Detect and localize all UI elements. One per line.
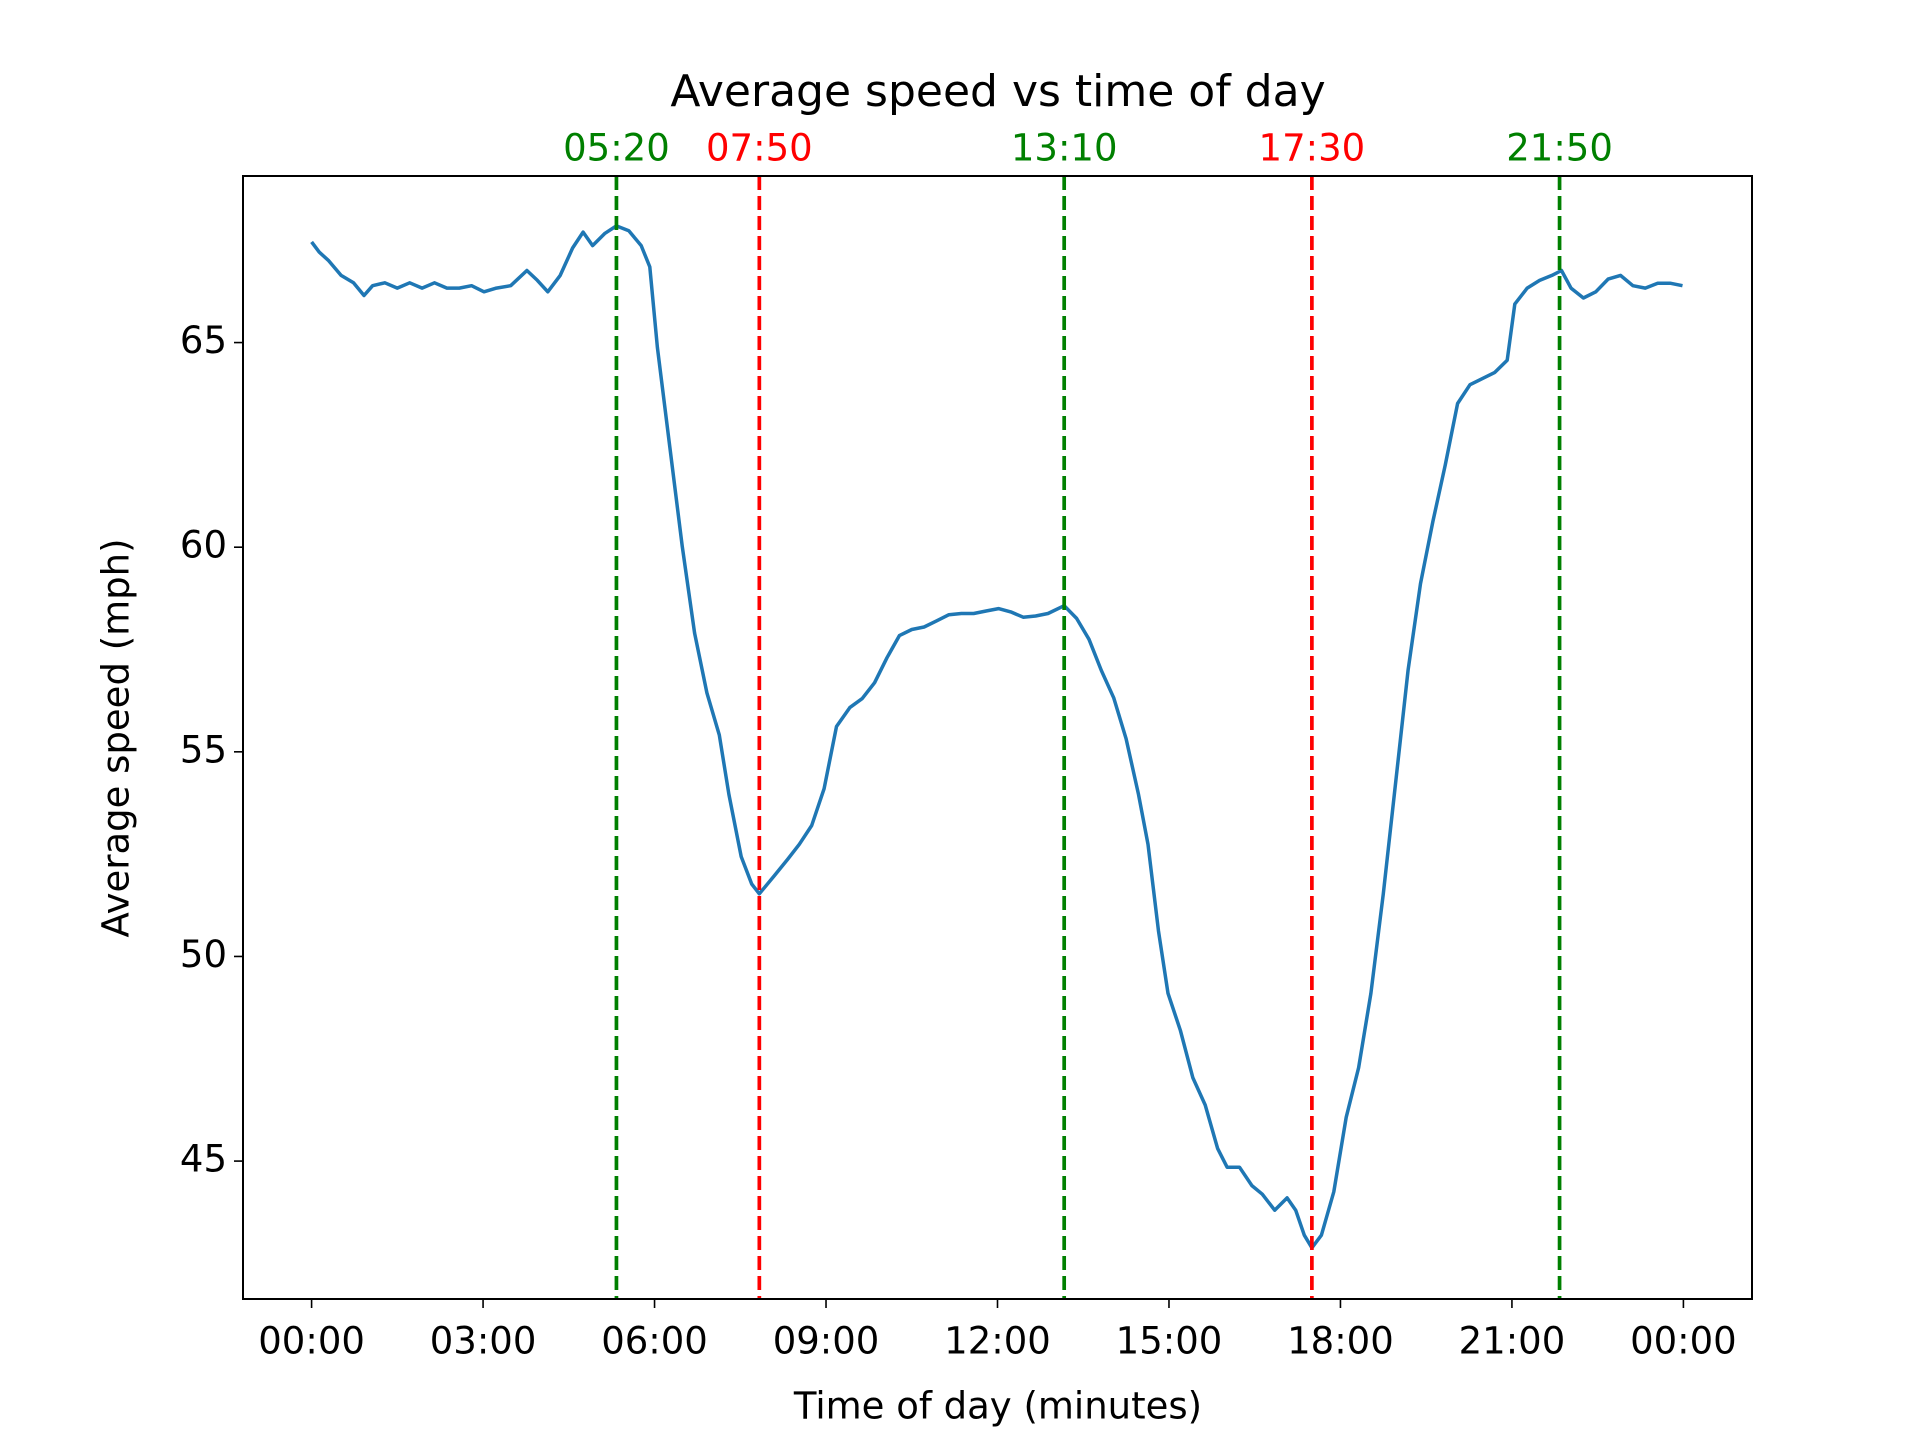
x-tick-label: 03:00 (430, 1320, 537, 1363)
x-tick-label: 21:00 (1459, 1320, 1566, 1363)
marker-label: 13:10 (1011, 127, 1118, 170)
speed-line (310, 224, 1683, 1250)
y-tick-label: 50 (180, 933, 227, 976)
x-tick-label: 00:00 (1630, 1320, 1737, 1363)
marker-label: 07:50 (706, 127, 813, 170)
x-tick-label: 18:00 (1287, 1320, 1394, 1363)
y-tick-label: 45 (180, 1138, 227, 1181)
x-axis-label: Time of day (minutes) (793, 1385, 1202, 1428)
x-tick-label: 00:00 (258, 1320, 365, 1363)
marker-label: 05:20 (563, 127, 670, 170)
x-tick-label: 09:00 (773, 1320, 880, 1363)
x-tick-label: 06:00 (601, 1320, 708, 1363)
y-tick-label: 65 (180, 319, 227, 362)
chart-title: Average speed vs time of day (670, 66, 1325, 117)
x-tick-label: 12:00 (944, 1320, 1051, 1363)
y-tick-label: 60 (180, 524, 227, 567)
plot-frame (242, 175, 1753, 1300)
x-tick-label: 15:00 (1116, 1320, 1223, 1363)
marker-label: 21:50 (1506, 127, 1613, 170)
marker-label: 17:30 (1259, 127, 1366, 170)
y-tick-label: 55 (180, 728, 227, 771)
y-axis-label: Average speed (mph) (95, 538, 138, 937)
